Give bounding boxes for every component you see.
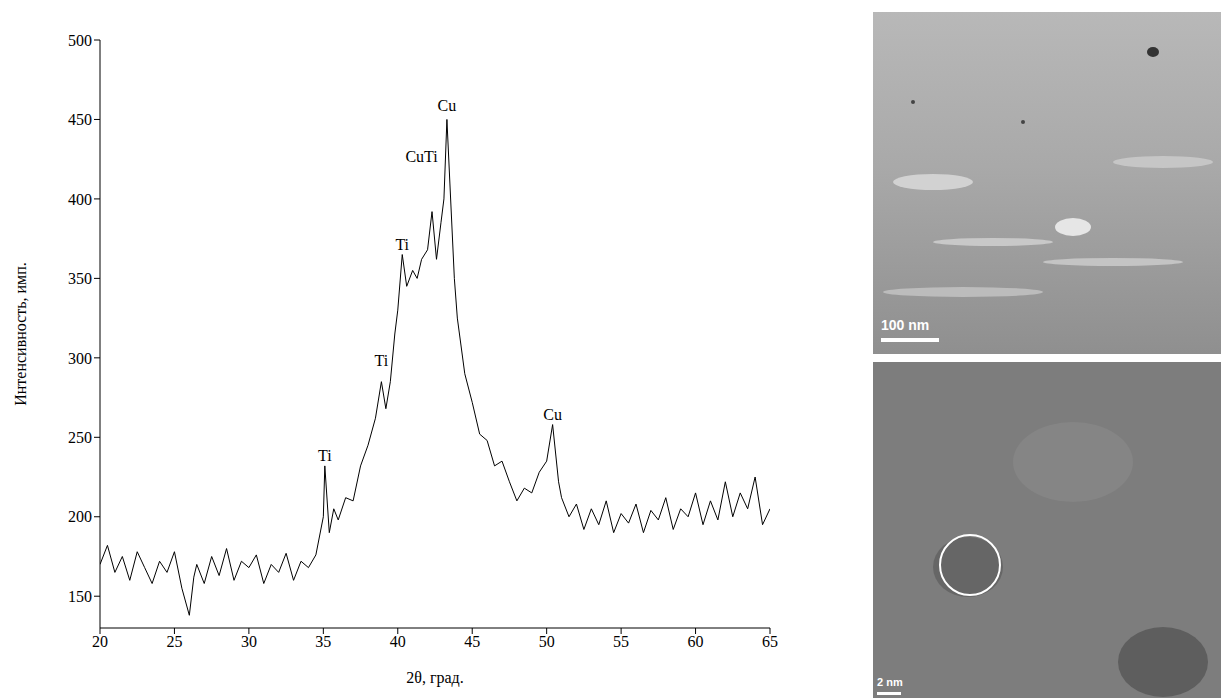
- svg-text:Cu: Cu: [438, 97, 457, 114]
- svg-text:400: 400: [68, 191, 92, 208]
- svg-text:20: 20: [92, 633, 108, 650]
- svg-text:Cu: Cu: [543, 406, 562, 423]
- svg-text:55: 55: [613, 633, 629, 650]
- svg-text:Ti: Ti: [395, 236, 409, 253]
- svg-text:Ti: Ti: [318, 447, 332, 464]
- svg-text:Интенсивность, имп.: Интенсивность, имп.: [12, 262, 29, 406]
- svg-text:65: 65: [762, 633, 778, 650]
- svg-text:CuTi: CuTi: [405, 148, 438, 165]
- svg-text:Ti: Ti: [375, 352, 389, 369]
- svg-text:50: 50: [539, 633, 555, 650]
- svg-text:200: 200: [68, 508, 92, 525]
- svg-text:40: 40: [390, 633, 406, 650]
- svg-text:450: 450: [68, 111, 92, 128]
- html-text:2 nm: 2 nm: [877, 676, 903, 688]
- svg-text:500: 500: [68, 32, 92, 49]
- svg-text:150: 150: [68, 588, 92, 605]
- svg-text:350: 350: [68, 270, 92, 287]
- svg-text:300: 300: [68, 350, 92, 367]
- svg-text:30: 30: [241, 633, 257, 650]
- svg-text:2θ, град.: 2θ, град.: [406, 669, 463, 687]
- svg-text:35: 35: [315, 633, 331, 650]
- html-text:100 nm: 100 nm: [881, 317, 930, 333]
- svg-text:25: 25: [166, 633, 182, 650]
- svg-text:45: 45: [464, 633, 480, 650]
- svg-text:250: 250: [68, 429, 92, 446]
- svg-text:60: 60: [688, 633, 704, 650]
